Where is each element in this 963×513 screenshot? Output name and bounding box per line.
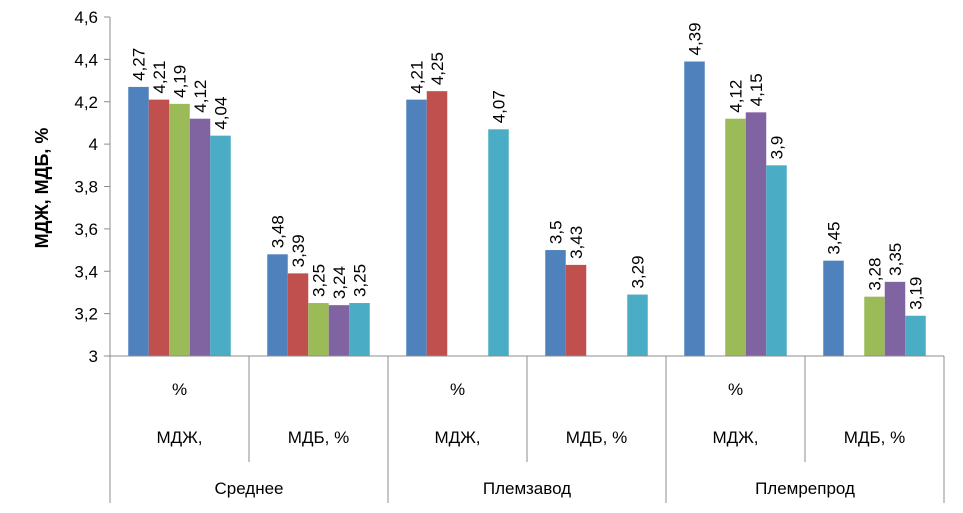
data-label: 4,21 <box>408 61 427 94</box>
data-label: 4,07 <box>490 90 509 123</box>
data-labels: 4,27 4,21 4,19 4,124,043,483,393,25 3,24 3,25… <box>130 22 926 309</box>
data-label: 3,45 <box>825 222 844 255</box>
y-tick-label: 3,2 <box>74 305 98 324</box>
group-label: Племзавод <box>483 479 571 498</box>
data-label: 3,43 <box>567 226 586 259</box>
data-label: 4,21 <box>150 61 169 94</box>
data-label: 3,5 <box>547 220 566 244</box>
bar <box>328 305 350 356</box>
y-tick-label: 3,4 <box>74 262 98 281</box>
bar <box>627 294 648 356</box>
data-label: 4,12 <box>191 80 210 113</box>
bar <box>287 273 309 356</box>
subgroup-label-line2: МДБ, % <box>288 428 349 447</box>
bar <box>745 112 767 356</box>
subgroup-label-line2: МДБ, % <box>844 428 905 447</box>
bar <box>406 99 427 356</box>
bar <box>426 91 448 356</box>
bar <box>210 135 231 356</box>
y-tick-label: 4 <box>89 135 98 154</box>
bar <box>189 118 211 356</box>
subgroup-label-line2: МДЖ, <box>712 428 758 447</box>
group-label: Племрепрод <box>755 479 855 498</box>
subgroup-label-line1: % <box>450 380 465 399</box>
subgroup-label-line1: % <box>172 380 187 399</box>
subgroup-label-line1: % <box>728 380 743 399</box>
bar <box>267 254 288 356</box>
bar <box>128 86 149 356</box>
bar <box>823 260 844 356</box>
subgroup-label-line2: МДБ, % <box>566 428 627 447</box>
bar <box>864 296 885 356</box>
data-label: 3,24 <box>330 266 349 299</box>
data-label: 4,25 <box>428 52 447 85</box>
data-label: 3,19 <box>907 277 926 310</box>
bar <box>905 315 926 356</box>
bars <box>128 61 926 357</box>
data-label: 3,48 <box>269 215 288 248</box>
subgroup-label-line2: МДЖ, <box>156 428 202 447</box>
data-label: 3,25 <box>351 264 370 297</box>
bar <box>684 61 705 357</box>
bar <box>169 103 190 357</box>
bar <box>148 99 170 356</box>
bar <box>308 303 329 356</box>
data-label: 3,25 <box>310 264 329 297</box>
data-label: 4,12 <box>727 80 746 113</box>
data-label: 4,39 <box>686 22 705 55</box>
x-axis: Среднее% МДЖ, МДБ, % Племзавод% МДЖ, МДБ, % Пл… <box>109 355 945 503</box>
bar <box>545 250 566 356</box>
data-label: 4,04 <box>212 97 231 130</box>
y-axis: 3 3,2 3,4 3,6 3,8 4 4,2 4,4 4,6 <box>74 8 111 366</box>
group-label: Среднее <box>214 479 283 498</box>
y-tick-label: 3 <box>89 347 98 366</box>
y-tick-label: 4,6 <box>74 8 98 27</box>
data-label: 4,19 <box>171 65 190 98</box>
bar <box>884 281 906 356</box>
subgroup-label-line2: МДЖ, <box>434 428 480 447</box>
y-axis-label: МДЖ, МДБ, % <box>32 128 52 249</box>
bar <box>725 118 746 356</box>
data-label: 3,29 <box>629 255 648 288</box>
bar <box>488 129 509 356</box>
data-label: 3,39 <box>289 234 308 267</box>
data-label: 3,35 <box>886 243 905 276</box>
data-label: 4,27 <box>130 48 149 81</box>
bar <box>766 165 787 356</box>
data-label: 3,28 <box>866 258 885 291</box>
y-tick-label: 4,2 <box>74 93 98 112</box>
y-tick-label: 4,4 <box>74 50 98 69</box>
bar <box>565 264 587 356</box>
y-tick-label: 3,6 <box>74 220 98 239</box>
data-label: 3,9 <box>768 136 787 160</box>
data-label: 4,15 <box>747 73 766 106</box>
bar <box>349 303 370 356</box>
y-tick-label: 3,8 <box>74 178 98 197</box>
